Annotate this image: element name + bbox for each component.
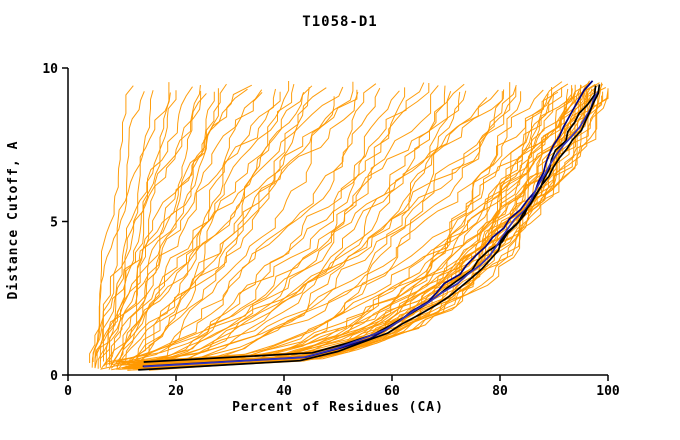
model-curve bbox=[100, 92, 305, 369]
highlight-curve bbox=[138, 84, 601, 371]
x-tick-label: 20 bbox=[168, 384, 184, 399]
model-curve bbox=[108, 83, 227, 370]
model-curve bbox=[142, 90, 467, 368]
model-curve bbox=[137, 85, 517, 362]
model-curve bbox=[138, 89, 505, 367]
model-curve bbox=[127, 87, 553, 364]
x-tick-label: 40 bbox=[276, 384, 292, 399]
x-tick-label: 80 bbox=[492, 384, 508, 399]
model-curve bbox=[127, 91, 452, 368]
model-curve bbox=[154, 83, 603, 370]
model-curve bbox=[108, 85, 439, 363]
model-curve bbox=[116, 93, 207, 370]
y-tick-label: 5 bbox=[50, 216, 58, 231]
model-curve bbox=[97, 92, 171, 369]
model-curve bbox=[139, 85, 313, 363]
model-curve bbox=[99, 82, 170, 368]
model-curve bbox=[129, 88, 609, 365]
model-curve bbox=[132, 90, 580, 368]
model-curve bbox=[92, 85, 134, 362]
model-curve bbox=[99, 85, 201, 362]
model-curve bbox=[147, 81, 563, 368]
model-curve bbox=[100, 83, 377, 370]
model-curve bbox=[127, 87, 517, 364]
model-curve bbox=[117, 83, 295, 370]
model-curve bbox=[154, 88, 573, 366]
model-curve bbox=[110, 91, 359, 369]
x-tick-label: 60 bbox=[384, 384, 400, 399]
model-curve bbox=[117, 87, 563, 364]
x-tick-label: 0 bbox=[64, 384, 72, 399]
model-curve bbox=[94, 90, 154, 367]
x-tick-label: 100 bbox=[596, 384, 620, 399]
model-curve bbox=[138, 82, 425, 369]
model-curve bbox=[111, 97, 488, 366]
model-curve bbox=[148, 93, 549, 371]
model-curve bbox=[103, 89, 263, 367]
model-curve bbox=[123, 91, 503, 368]
model-curve bbox=[127, 87, 310, 364]
model-curve bbox=[124, 90, 400, 368]
model-curve bbox=[123, 92, 576, 370]
model-curve bbox=[138, 93, 575, 370]
model-curve bbox=[121, 82, 603, 369]
model-curve bbox=[135, 83, 430, 369]
model-curve bbox=[143, 93, 555, 371]
model-curve bbox=[132, 96, 335, 364]
model-curve bbox=[148, 82, 590, 369]
y-tick-label: 10 bbox=[42, 62, 58, 77]
model-curve bbox=[128, 92, 263, 369]
model-curve bbox=[116, 87, 406, 365]
model-curve bbox=[94, 91, 281, 369]
model-curve bbox=[129, 91, 461, 369]
chart-title: T1058-D1 bbox=[302, 14, 378, 30]
model-curve bbox=[132, 90, 602, 368]
model-curve bbox=[140, 89, 499, 367]
model-curve bbox=[94, 90, 177, 367]
model-curve bbox=[143, 91, 522, 369]
model-curve bbox=[109, 88, 248, 366]
model-curve bbox=[115, 86, 344, 364]
model-curve bbox=[105, 90, 202, 368]
model-curve bbox=[105, 87, 381, 365]
x-axis-label: Percent of Residues (CA) bbox=[232, 400, 444, 415]
highlight-curve bbox=[143, 89, 600, 368]
y-tick-label: 0 bbox=[50, 369, 58, 384]
model-curve bbox=[141, 89, 358, 367]
model-curve bbox=[167, 85, 586, 363]
